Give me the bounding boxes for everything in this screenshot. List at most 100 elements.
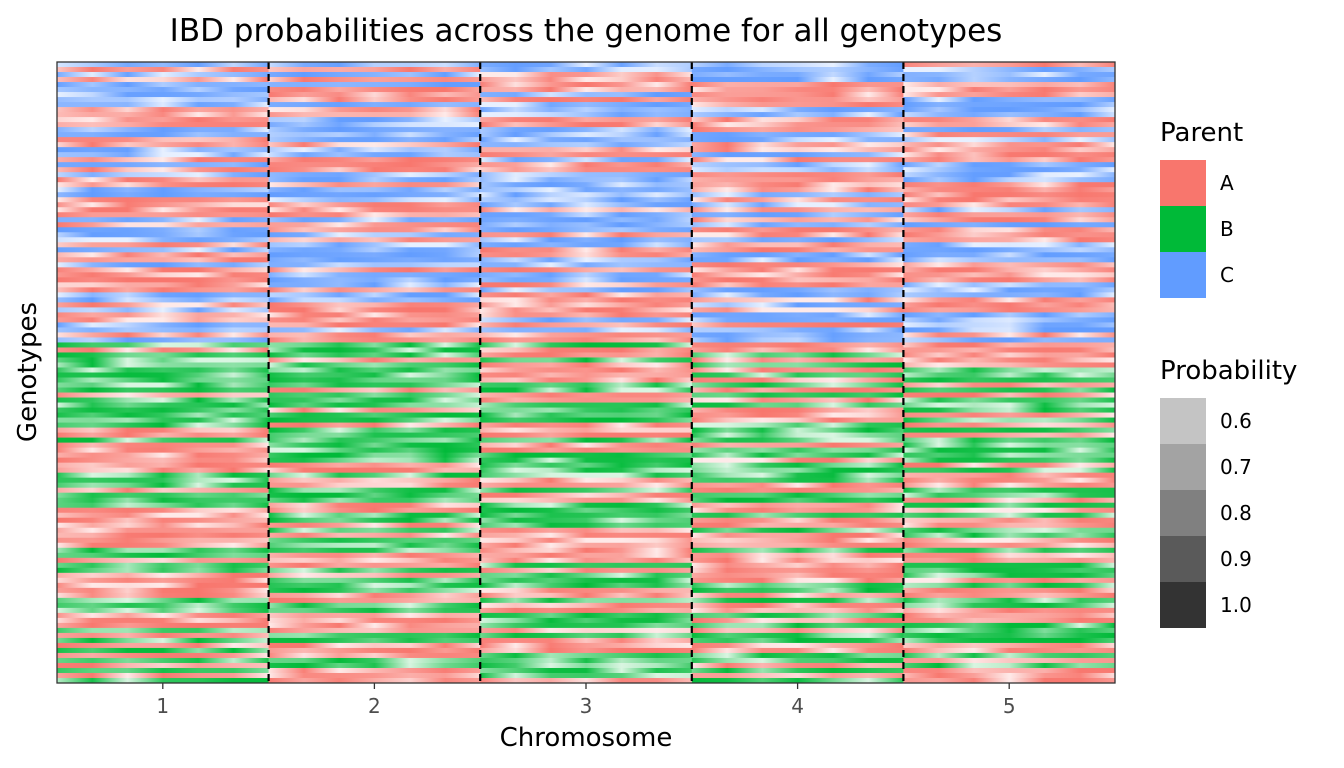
heatmap-cell [480, 557, 693, 564]
heatmap-cell [57, 607, 269, 614]
heatmap-cell [480, 387, 693, 393]
heatmap-cell [691, 307, 904, 313]
heatmap-cell [691, 262, 904, 268]
heatmap-cell [480, 67, 693, 73]
heatmap-cell [691, 582, 904, 589]
heatmap-cell [903, 222, 1116, 228]
heatmap-cell [691, 547, 904, 554]
heatmap-cell [480, 352, 693, 358]
heatmap-cell [268, 507, 481, 514]
heatmap-cell [691, 82, 904, 88]
heatmap-cell [480, 87, 693, 93]
heatmap-cell [903, 647, 1116, 654]
heatmap-cell [57, 372, 269, 378]
heatmap-cell [57, 157, 269, 163]
heatmap-cell [691, 632, 904, 639]
heatmap-cell [268, 487, 481, 494]
heatmap-cell [691, 97, 904, 103]
heatmap-cell [691, 387, 904, 393]
heatmap-cell [691, 302, 904, 308]
heatmap-cell [903, 317, 1116, 323]
heatmap-cell [903, 622, 1116, 629]
heatmap-cell [903, 352, 1116, 358]
heatmap-cell [57, 477, 269, 484]
heatmap-cell [268, 617, 481, 624]
heatmap-cell [57, 597, 269, 604]
heatmap-cell [691, 422, 904, 428]
heatmap-cell [480, 422, 693, 428]
heatmap-cell [903, 262, 1116, 268]
heatmap-cell [57, 667, 269, 674]
heatmap-cell [268, 177, 481, 183]
probability-legend-key [1160, 444, 1206, 490]
heatmap-cell [903, 67, 1116, 73]
heatmap-cell [57, 502, 269, 509]
heatmap-cell [691, 367, 904, 373]
heatmap-cell [57, 117, 269, 123]
heatmap-cell [268, 547, 481, 554]
heatmap-cell [57, 207, 269, 213]
heatmap-cell [57, 187, 269, 193]
heatmap-cell [57, 312, 269, 318]
heatmap-cell [691, 162, 904, 168]
heatmap-cell [268, 227, 481, 233]
heatmap-cell [903, 542, 1116, 549]
heatmap-cell [268, 107, 481, 113]
heatmap-cell [268, 387, 481, 393]
heatmap-cell [480, 342, 693, 348]
heatmap-cell [691, 92, 904, 98]
heatmap-cell [268, 562, 481, 569]
heatmap-cell [903, 662, 1116, 669]
heatmap-cell [57, 122, 269, 128]
heatmap-cell [480, 472, 693, 479]
heatmap-cell [268, 587, 481, 594]
probability-legend-key [1160, 536, 1206, 582]
heatmap-cell [268, 92, 481, 98]
heatmap-cell [57, 167, 269, 173]
heatmap-cell [480, 372, 693, 378]
heatmap-cell [480, 562, 693, 569]
heatmap-cell [268, 207, 481, 213]
heatmap-cell [268, 642, 481, 649]
heatmap-cell [480, 297, 693, 303]
heatmap-cell [691, 612, 904, 619]
heatmap-cell [57, 382, 269, 388]
heatmap-cell [57, 242, 269, 248]
heatmap-cell [691, 327, 904, 333]
heatmap-cell [691, 317, 904, 323]
heatmap-cell [691, 102, 904, 108]
heatmap-cell [480, 162, 693, 168]
heatmap-cell [691, 607, 904, 614]
heatmap-cell [480, 377, 693, 383]
heatmap-cell [903, 182, 1116, 188]
heatmap-cell [480, 637, 693, 644]
heatmap-cell [480, 312, 693, 318]
x-tick-label: 2 [368, 694, 381, 718]
heatmap-cell [691, 557, 904, 564]
heatmap-cell [57, 247, 269, 253]
heatmap-cell [903, 307, 1116, 313]
heatmap-cell [480, 237, 693, 243]
heatmap-cell [480, 667, 693, 674]
heatmap-cell [480, 267, 693, 273]
heatmap-cell [903, 602, 1116, 609]
heatmap-cell [480, 117, 693, 123]
x-axis-title: Chromosome [500, 723, 673, 753]
heatmap-cell [903, 72, 1116, 78]
heatmap-cell [691, 662, 904, 669]
heatmap-cell [268, 122, 481, 128]
heatmap-cell [57, 197, 269, 203]
heatmap-cell [57, 152, 269, 158]
heatmap-cell [903, 587, 1116, 594]
heatmap-cell [480, 337, 693, 343]
heatmap-cell [57, 452, 269, 459]
heatmap-cell [903, 422, 1116, 428]
heatmap-cell [57, 132, 269, 138]
heatmap-cell [480, 642, 693, 649]
heatmap-cell [268, 657, 481, 664]
heatmap-cell [691, 192, 904, 198]
heatmap-cell [903, 272, 1116, 278]
heatmap-cell [903, 537, 1116, 544]
heatmap-cell [480, 552, 693, 559]
heatmap-cell [57, 227, 269, 233]
